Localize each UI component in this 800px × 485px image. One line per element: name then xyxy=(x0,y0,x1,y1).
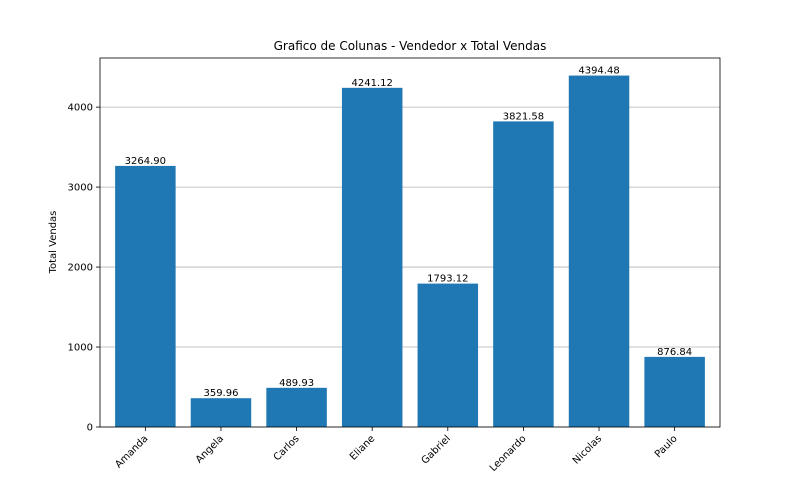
bar-value-label-angela: 359.96 xyxy=(203,388,238,399)
bar-value-label-leonardo: 3821.58 xyxy=(503,111,544,122)
x-tick-label-amanda: Amanda xyxy=(113,433,150,470)
bar-gabriel xyxy=(417,283,479,427)
y-tick-label-0: 0 xyxy=(87,423,93,434)
x-tick-label-paulo: Paulo xyxy=(653,433,680,460)
bar-eliane xyxy=(341,87,403,428)
y-tick-label-2: 2000 xyxy=(68,263,93,274)
bar-carlos xyxy=(266,387,327,427)
x-tick-label-nicolas: Nicolas xyxy=(571,433,604,466)
y-tick-label-1: 1000 xyxy=(68,343,93,354)
x-tick-label-leonardo: Leonardo xyxy=(488,433,529,474)
bar-value-label-carlos: 489.93 xyxy=(279,378,314,389)
x-tick-label-gabriel: Gabriel xyxy=(420,433,453,466)
plot-frame xyxy=(99,57,721,428)
chart-title: Grafico de Colunas - Vendedor x Total Ve… xyxy=(274,39,547,53)
bar-leonardo xyxy=(493,121,554,428)
axes xyxy=(96,57,721,431)
bars xyxy=(115,75,705,428)
x-tick-label-eliane: Eliane xyxy=(348,433,377,462)
bar-value-label-nicolas: 4394.48 xyxy=(578,66,619,77)
bar-value-label-eliane: 4241.12 xyxy=(352,78,393,89)
bar-value-label-gabriel: 1793.12 xyxy=(427,274,468,285)
x-tick-label-carlos: Carlos xyxy=(272,433,302,463)
y-axis-label: Total Vendas xyxy=(48,211,59,275)
y-tick-label-4: 4000 xyxy=(68,103,93,114)
bar-angela xyxy=(190,398,252,427)
bar-amanda xyxy=(115,165,176,427)
y-tick-label-3: 3000 xyxy=(68,183,93,194)
bar-value-label-amanda: 3264.90 xyxy=(125,156,166,167)
bar-paulo xyxy=(644,356,705,427)
bar-nicolas xyxy=(568,75,630,428)
bar-value-label-paulo: 876.84 xyxy=(657,347,692,358)
x-tick-label-angela: Angela xyxy=(194,433,226,465)
